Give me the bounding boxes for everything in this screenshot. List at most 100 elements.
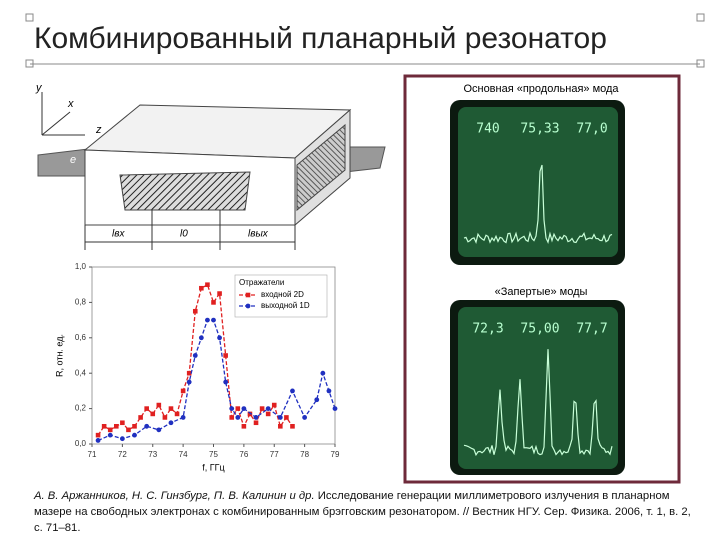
point — [132, 424, 137, 429]
y-tick-label: 0,8 — [75, 298, 87, 307]
point — [241, 424, 247, 429]
point — [192, 308, 198, 314]
point — [95, 432, 101, 438]
diagram-label: z — [95, 124, 102, 136]
oscilloscope-screen: 72,3 75,00 77,7 — [450, 300, 625, 475]
y-tick-label: 0,4 — [75, 368, 87, 377]
screen-trace — [463, 349, 613, 457]
y-axis-label: R, отн. ед. — [54, 334, 64, 377]
point — [265, 406, 271, 411]
point — [198, 335, 204, 341]
point — [217, 291, 222, 296]
point — [150, 411, 156, 417]
point — [284, 415, 289, 420]
y-tick-label: 0,0 — [75, 439, 87, 448]
point — [186, 370, 192, 376]
point — [211, 317, 216, 323]
point — [180, 415, 186, 420]
corner-square — [25, 59, 34, 68]
point — [235, 415, 241, 420]
diagram-label: l0 — [180, 229, 188, 240]
screen-reading: 75,33 — [520, 122, 559, 137]
corrugation — [119, 171, 251, 211]
screen-trace — [463, 164, 613, 245]
point — [126, 427, 131, 433]
series-line — [97, 319, 336, 442]
point — [302, 415, 308, 420]
x-tick-label: 76 — [239, 450, 248, 459]
legend-title: Отражатели — [239, 278, 284, 287]
x-axis-label: f, ГГц — [202, 462, 224, 472]
y-tick-label: 0,6 — [75, 333, 87, 342]
legend-marker — [245, 303, 251, 309]
x-tick-label: 77 — [270, 450, 279, 459]
legend-label: входной 2D — [261, 290, 304, 299]
point — [132, 432, 137, 438]
point — [114, 424, 119, 429]
point — [144, 423, 150, 429]
point — [211, 300, 216, 305]
point — [223, 353, 228, 358]
diagram-label: x — [67, 98, 74, 110]
point — [174, 411, 180, 417]
x-tick-label: 74 — [179, 450, 188, 459]
point — [278, 424, 283, 429]
screen-reading: 75,00 — [520, 322, 559, 337]
screen — [458, 107, 618, 257]
diagram-label: lвых — [248, 229, 269, 240]
point — [247, 411, 253, 417]
point — [265, 411, 271, 417]
point — [235, 406, 241, 411]
photo-caption: «Запертые» моды — [495, 286, 588, 298]
screen-reading: 77,0 — [576, 122, 607, 137]
point — [192, 353, 198, 358]
point — [205, 282, 210, 287]
point — [120, 420, 125, 426]
x-tick-label: 75 — [209, 450, 218, 459]
point — [320, 370, 326, 376]
x-tick-label: 78 — [300, 450, 309, 459]
citation-text: Исследование генерации миллиметрового из… — [34, 490, 691, 534]
x-tick-label: 73 — [148, 450, 157, 459]
point — [271, 402, 277, 408]
point — [107, 432, 113, 438]
screen-reading: 77,7 — [576, 322, 607, 337]
point — [332, 406, 338, 411]
corner-square — [696, 59, 705, 68]
screen-reading: 740 — [476, 122, 499, 137]
corrugation-side — [296, 123, 346, 212]
point — [290, 388, 295, 394]
point — [253, 415, 259, 420]
legend-box — [234, 274, 328, 318]
point — [119, 436, 125, 442]
point — [144, 406, 149, 411]
point — [277, 415, 283, 420]
citation-authors: А. В. Аржанников, Н. С. Гинзбург, П. В. … — [34, 490, 315, 502]
point — [95, 438, 101, 443]
point — [156, 427, 162, 433]
photo-caption: Основная «продольная» мода — [463, 83, 619, 95]
point — [199, 285, 204, 291]
point — [229, 415, 235, 420]
x-tick-label: 71 — [88, 450, 97, 459]
point — [162, 415, 168, 420]
point — [314, 397, 320, 403]
slide-graphics: y x z e lвх l0 lвых Основная «продольная… — [25, 13, 705, 484]
legend-label: выходной 1D — [261, 301, 310, 310]
legend-marker — [245, 292, 251, 298]
point — [229, 406, 235, 411]
y-tick-label: 1,0 — [75, 262, 87, 271]
diagram-label: y — [35, 82, 43, 94]
point — [186, 379, 192, 385]
point — [205, 317, 210, 323]
resonator-diagram: y x z e lвх l0 lвых — [35, 82, 386, 250]
point — [223, 379, 229, 385]
slide-title: Комбинированный планарный резонатор — [34, 22, 607, 55]
y-tick-label: 0,2 — [75, 404, 87, 413]
x-tick-label: 72 — [118, 450, 127, 459]
point — [217, 335, 222, 341]
point — [180, 388, 186, 394]
point — [326, 388, 332, 394]
diagram-label: e — [70, 154, 76, 166]
